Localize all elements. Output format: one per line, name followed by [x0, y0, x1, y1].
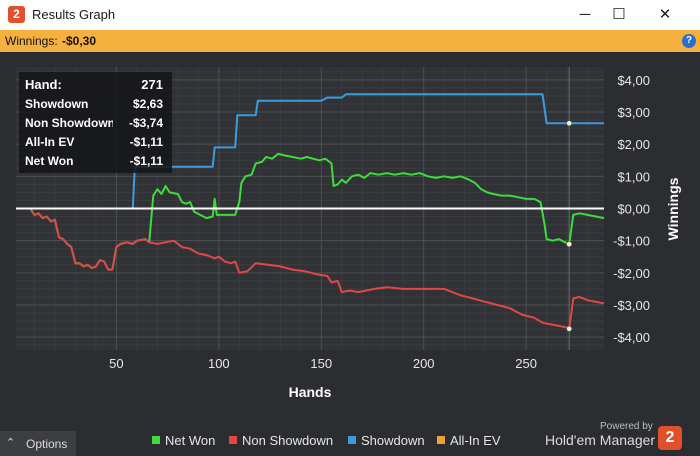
series-marker	[566, 120, 573, 127]
legend-swatch	[152, 436, 160, 444]
hand-tooltip: Hand: 271 Showdown $2,63 Non Showdown -$…	[19, 72, 172, 173]
tooltip-value: -$1,11	[129, 154, 163, 168]
tooltip-value: -$3,74	[128, 116, 163, 130]
x-tick-label: 150	[310, 356, 332, 371]
winnings-label: Winnings:	[5, 34, 58, 48]
winnings-bar: Winnings: -$0,30	[0, 30, 700, 52]
brand-logo-icon: 2	[658, 426, 682, 450]
x-tick-label: 100	[208, 356, 230, 371]
title-bar: 2 Results Graph ─ ☐ ✕	[0, 0, 700, 30]
options-button[interactable]: ⌃ Options	[0, 431, 76, 456]
legend-label: Showdown	[361, 433, 425, 448]
legend-item-non-showdown[interactable]: Non Showdown	[229, 433, 333, 448]
window-title: Results Graph	[32, 7, 116, 22]
brand-name: Hold'em Manager	[545, 432, 656, 448]
tooltip-label: All-In EV	[25, 135, 75, 149]
tooltip-label: Hand:	[25, 77, 62, 92]
series-line-non-showdown	[16, 207, 605, 330]
x-tick-label: 50	[109, 356, 123, 371]
tooltip-value: -$1,11	[129, 135, 163, 149]
tooltip-row-hand: Hand: 271	[25, 77, 169, 96]
legend-label: All-In EV	[450, 433, 501, 448]
legend-label: Net Won	[165, 433, 216, 448]
legend-label: Non Showdown	[242, 433, 334, 448]
legend-item-showdown[interactable]: Showdown	[348, 433, 425, 448]
winnings-value: -$0,30	[62, 34, 97, 48]
legend-swatch	[348, 436, 356, 444]
tooltip-row-all-in-ev: All-In EV -$1,11	[25, 135, 169, 154]
y-tick-label: $1,00	[617, 169, 650, 184]
series-marker	[566, 241, 573, 248]
chevron-up-icon: ⌃	[6, 437, 16, 449]
series-marker	[566, 325, 573, 332]
powered-by-text: Powered by	[600, 421, 653, 432]
tooltip-value: $2,63	[132, 97, 163, 111]
tooltip-row-non-showdown: Non Showdown -$3,74	[25, 116, 169, 135]
tooltip-label: Showdown	[25, 97, 89, 111]
y-tick-label: $0,00	[617, 202, 650, 217]
options-label: Options	[26, 437, 68, 451]
y-tick-label: $2,00	[617, 137, 650, 152]
app-logo-icon: 2	[8, 6, 25, 23]
y-tick-label: -$1,00	[613, 234, 650, 249]
y-tick-label: $3,00	[617, 105, 650, 120]
tooltip-row-showdown: Showdown $2,63	[25, 97, 169, 116]
series-line-showdown	[16, 93, 604, 210]
minimize-button[interactable]: ─	[579, 6, 591, 23]
y-tick-label: -$4,00	[613, 330, 650, 345]
legend-item-all-in-ev[interactable]: All-In EV	[437, 433, 501, 448]
legend-item-net-won[interactable]: Net Won	[152, 433, 215, 448]
x-tick-label: 200	[413, 356, 435, 371]
y-tick-label: -$3,00	[613, 298, 650, 313]
tooltip-value: 271	[141, 77, 163, 92]
legend-swatch	[229, 436, 237, 444]
tooltip-label: Non Showdown	[25, 116, 113, 130]
tooltip-row-net-won: Net Won -$1,11	[25, 154, 169, 173]
close-button[interactable]: ✕	[658, 6, 672, 23]
tooltip-label: Net Won	[25, 154, 74, 168]
x-tick-label: 250	[515, 356, 537, 371]
y-tick-label: $4,00	[617, 73, 650, 88]
help-icon[interactable]: ?	[682, 34, 696, 48]
legend-swatch	[437, 436, 445, 444]
y-axis-label: Winnings	[665, 177, 681, 240]
y-tick-label: -$2,00	[613, 266, 650, 281]
maximize-button[interactable]: ☐	[612, 6, 626, 23]
x-axis-label: Hands	[289, 384, 332, 400]
